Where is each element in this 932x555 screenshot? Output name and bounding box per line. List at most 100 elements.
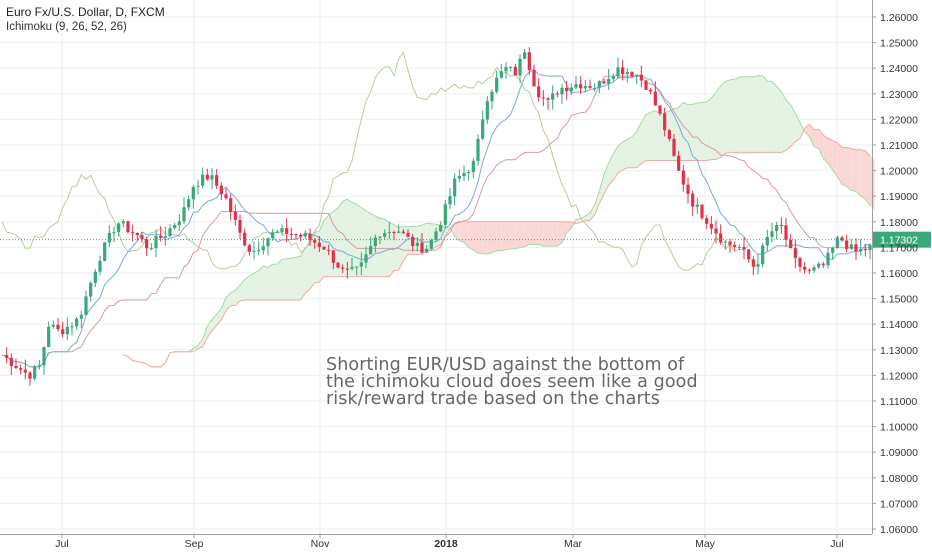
candle-body <box>359 262 363 267</box>
cloud-segment <box>590 204 595 221</box>
candle-body <box>355 266 359 268</box>
senkou-span-a-line <box>123 75 871 368</box>
cloud-segment <box>263 265 268 300</box>
last-price-line: 1.17302 <box>0 231 931 248</box>
candle-body <box>448 196 452 205</box>
candle-body <box>513 66 517 76</box>
candle-body <box>154 235 158 249</box>
candle-body <box>672 138 676 156</box>
cloud-segment <box>786 99 791 151</box>
candle-body <box>700 204 704 219</box>
candle-body <box>9 357 13 366</box>
candle-body <box>653 91 657 106</box>
x-tick-label: Sep <box>185 538 204 550</box>
y-tick-label: 1.11000 <box>880 396 917 408</box>
cloud-segment <box>240 279 245 302</box>
cloud-segment <box>860 149 866 199</box>
candle-body <box>835 237 839 248</box>
candle-body <box>527 52 531 71</box>
cloud-segment <box>823 135 828 164</box>
cloud-segment <box>202 326 208 347</box>
candle-body <box>719 233 723 243</box>
candle-body <box>709 223 713 229</box>
last-price-label: 1.17302 <box>880 235 918 247</box>
cloud-segment <box>753 75 758 153</box>
indicator-label: Ichimoku (9, 26, 52, 26) <box>6 21 127 33</box>
candle-body <box>299 234 303 237</box>
cloud-segment <box>585 212 590 221</box>
candle-body <box>121 221 125 224</box>
candle-body <box>163 236 167 238</box>
cloud-segment <box>683 102 688 161</box>
candle-body <box>583 86 587 89</box>
cloud-segment <box>529 221 534 245</box>
x-tick-label: Jul <box>830 538 843 550</box>
candle-body <box>336 262 340 268</box>
candle-body <box>681 170 685 185</box>
cloud-segment <box>762 75 768 153</box>
chart-title: Euro Fx/U.S. Dollar, D, FXCM <box>6 5 165 19</box>
candle-body <box>630 72 634 77</box>
candle-body <box>149 248 153 250</box>
candle-body <box>28 372 32 379</box>
candle-body <box>23 369 27 373</box>
candle-body <box>275 232 279 234</box>
candle-body <box>443 204 447 225</box>
candle-body <box>331 250 335 263</box>
cloud-segment <box>632 131 637 168</box>
cloud-segment <box>865 150 870 206</box>
candle-body <box>261 246 265 251</box>
candle-body <box>126 221 130 233</box>
cloud-segment <box>482 221 488 254</box>
cloud-segment <box>618 141 623 174</box>
candle-body <box>854 244 858 252</box>
cloud-segment <box>730 79 735 153</box>
candle-body <box>779 224 783 226</box>
candle-body <box>70 326 74 328</box>
cloud-segment <box>300 247 306 300</box>
candle-body <box>691 193 695 207</box>
candle-body <box>303 233 307 237</box>
cloud-segment <box>268 264 273 300</box>
y-tick-label: 1.07000 <box>880 498 918 510</box>
cloud-segment <box>594 191 600 215</box>
candle-body <box>607 78 611 84</box>
candle-body <box>434 231 438 240</box>
cloud-segment <box>473 221 478 254</box>
cloud-segment <box>342 199 348 277</box>
cloud-segment <box>296 256 301 300</box>
cloud-segment <box>846 147 852 191</box>
candle-body <box>289 233 293 235</box>
candle-body <box>378 236 382 238</box>
candle-body <box>89 282 93 297</box>
candle-body <box>271 232 275 239</box>
candle-body <box>33 366 37 379</box>
cloud-segment <box>459 221 464 243</box>
x-axis: Jul Sep Nov 2018 Mar May Jul <box>0 534 872 550</box>
cloud-segment <box>856 149 861 197</box>
candle-body <box>588 86 592 88</box>
candle-body <box>159 235 163 238</box>
y-tick-label: 1.10000 <box>880 422 918 434</box>
cloud-segment <box>305 243 310 294</box>
cloud-segment <box>776 86 782 153</box>
cloud-segment <box>338 201 343 277</box>
candle-body <box>635 74 639 77</box>
candle-body <box>205 174 209 180</box>
y-tick-label: 1.21000 <box>880 140 918 152</box>
cloud-segment <box>758 75 763 153</box>
cloud-segment <box>748 76 754 153</box>
candle-body <box>103 242 107 261</box>
tenkan-sen-line <box>1 68 871 368</box>
candle-body <box>541 97 545 99</box>
candle-body <box>537 86 541 98</box>
cloud-segment <box>716 86 721 160</box>
candle-body <box>579 84 583 89</box>
candle-body <box>807 269 811 271</box>
cloud-segment <box>249 273 254 300</box>
candle-body <box>481 119 485 139</box>
last-price-badge <box>873 231 931 248</box>
cloud-segment <box>347 199 352 277</box>
candle-body <box>187 199 191 208</box>
candle-body <box>625 72 629 75</box>
